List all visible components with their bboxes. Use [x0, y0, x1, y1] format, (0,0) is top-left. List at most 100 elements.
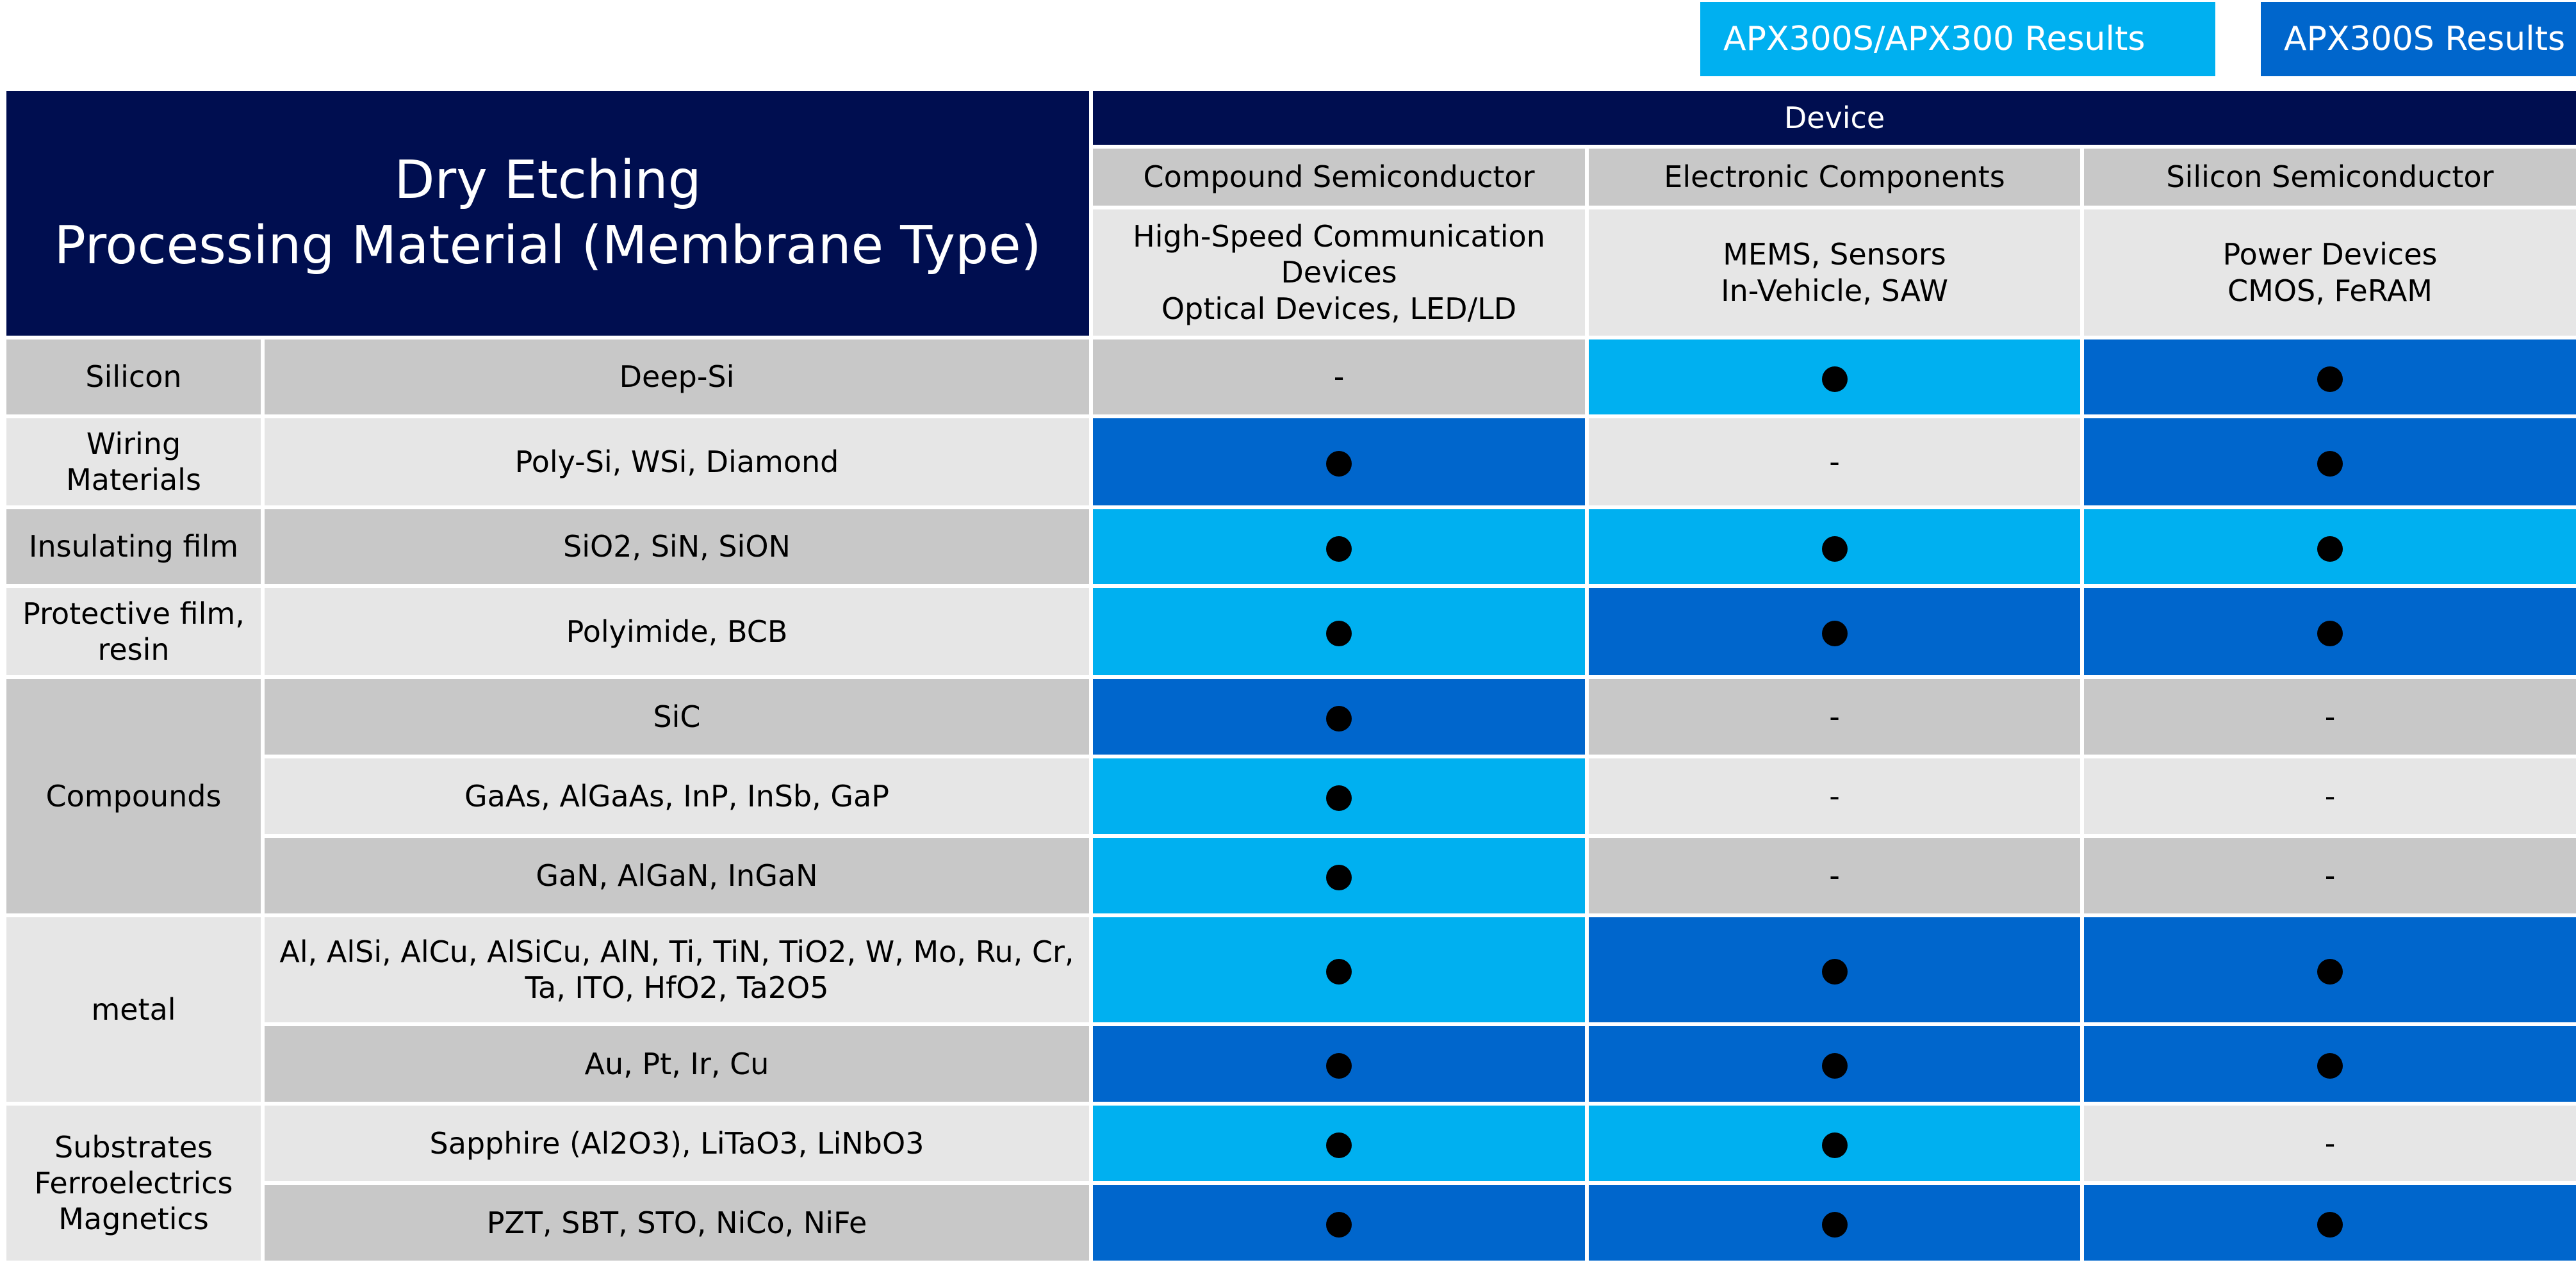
- table-row: Au, Pt, Ir, Cu: [4, 1022, 2576, 1106]
- material-al: Al, AlSi, AlCu, AlSiCu, AlN, Ti, TiN, Ti…: [261, 913, 1093, 1026]
- cell-dark-blue: [1585, 1181, 2084, 1264]
- cell-light-blue: [2080, 505, 2576, 588]
- cell-dash: -: [2080, 755, 2576, 838]
- cell-dash: -: [1585, 414, 2084, 509]
- dash-mark: -: [1333, 359, 1345, 395]
- dash-mark: -: [2324, 699, 2336, 734]
- cell-dash: -: [1585, 675, 2084, 758]
- dot-icon: [2317, 451, 2343, 477]
- dot-icon: [1326, 1132, 1352, 1159]
- material-gan: GaN, AlGaN, InGaN: [261, 834, 1093, 917]
- cell-dark-blue: [1585, 584, 2084, 679]
- dot-icon: [1326, 1212, 1352, 1238]
- processing-material-table: Dry Etching Processing Material (Membran…: [3, 87, 2576, 1264]
- dot-icon: [1821, 1212, 1848, 1238]
- table-row: Insulating film SiO2, SiN, SiON: [3, 505, 2576, 588]
- group-compounds: Compounds: [3, 675, 265, 917]
- dash-mark: -: [1829, 858, 1840, 893]
- dash-mark: -: [2324, 1125, 2336, 1161]
- cell-dark-blue: [1089, 675, 1589, 758]
- material-deep-si: Deep-Si: [261, 336, 1093, 418]
- group-substrates: Substrates Ferroelectrics Magnetics: [3, 1102, 265, 1264]
- category-silicon-semiconductor: Silicon Semiconductor: [2080, 145, 2576, 209]
- dash-mark: -: [2324, 858, 2336, 893]
- cell-dark-blue: [2080, 913, 2576, 1026]
- device-header: Device: [1089, 87, 2576, 149]
- cell-dark-blue: [1585, 1022, 2084, 1106]
- material-gaas: GaAs, AlGaAs, InP, InSb, GaP: [261, 755, 1093, 838]
- category-compound-semiconductor: Compound Semiconductor: [1089, 145, 1589, 209]
- cell-dark-blue: [2080, 1022, 2576, 1106]
- group-protective: Protective film, resin: [3, 584, 265, 679]
- table-row: Wiring Materials Poly-Si, WSi, Diamond -: [3, 414, 2576, 509]
- cell-light-blue: [1089, 834, 1589, 917]
- dot-icon: [2317, 366, 2343, 392]
- dot-icon: [1821, 1132, 1848, 1159]
- legend-apx300s: APX300S Results: [2261, 2, 2576, 76]
- material-au: Au, Pt, Ir, Cu: [261, 1022, 1093, 1106]
- dot-icon: [1326, 785, 1352, 812]
- cell-dash: -: [2080, 675, 2576, 758]
- dot-icon: [1821, 535, 1848, 562]
- table-row: GaAs, AlGaAs, InP, InSb, GaP - -: [4, 755, 2576, 838]
- category-electronic-components: Electronic Components: [1585, 145, 2084, 209]
- dot-icon: [1326, 621, 1352, 647]
- dot-icon: [1326, 959, 1352, 985]
- dash-mark: -: [1829, 699, 1840, 734]
- legend-dark-label: APX300S Results: [2284, 20, 2566, 58]
- table-row: GaN, AlGaN, InGaN - -: [4, 834, 2576, 917]
- legend-apx300s-apx300: APX300S/APX300 Results: [1700, 2, 2215, 76]
- group-silicon: Silicon: [3, 336, 265, 418]
- table-row: metal Al, AlSi, AlCu, AlSiCu, AlN, Ti, T…: [3, 913, 2576, 1106]
- category-desc-electronic: MEMS, Sensors In-Vehicle, SAW: [1585, 206, 2084, 339]
- dash-mark: -: [1829, 778, 1840, 813]
- legend-light-label: APX300S/APX300 Results: [1723, 20, 2145, 58]
- group-insulating: Insulating film: [3, 505, 265, 588]
- cell-light-blue: [1585, 505, 2084, 588]
- dot-icon: [1326, 706, 1352, 732]
- material-sapphire: Sapphire (Al2O3), LiTaO3, LiNbO3: [261, 1102, 1093, 1185]
- table-row: Protective film, resin Polyimide, BCB: [3, 584, 2576, 679]
- cell-dark-blue: [1089, 414, 1589, 509]
- category-desc-silicon: Power Devices CMOS, FeRAM: [2080, 206, 2576, 339]
- dot-icon: [1326, 535, 1352, 562]
- cell-dash: -: [2080, 1102, 2576, 1185]
- cell-dash: -: [1585, 834, 2084, 917]
- dash-mark: -: [2324, 778, 2336, 813]
- cell-dark-blue: [1089, 1181, 1589, 1264]
- dot-icon: [2317, 535, 2343, 562]
- dot-icon: [2317, 1053, 2343, 1079]
- category-desc-compound: High-Speed Communication Devices Optical…: [1089, 206, 1589, 339]
- table-row: Substrates Ferroelectrics Magnetics Sapp…: [3, 1102, 2576, 1264]
- cell-light-blue: [1089, 913, 1589, 1026]
- dot-icon: [2317, 959, 2343, 985]
- cell-dark-blue: [2080, 584, 2576, 679]
- dot-icon: [2317, 621, 2343, 647]
- cell-light-blue: [1585, 336, 2084, 418]
- material-pzt: PZT, SBT, STO, NiCo, NiFe: [261, 1181, 1093, 1264]
- group-metal: metal: [3, 913, 265, 1106]
- material-polyimide: Polyimide, BCB: [261, 584, 1093, 679]
- dot-icon: [1821, 1053, 1848, 1079]
- dot-icon: [1326, 1053, 1352, 1079]
- cell-light-blue: [1089, 1102, 1589, 1185]
- table-row: Silicon Deep-Si -: [3, 336, 2576, 418]
- dash-mark: -: [1829, 444, 1840, 479]
- dot-icon: [1821, 366, 1848, 392]
- dot-icon: [2317, 1212, 2343, 1238]
- cell-light-blue: [1089, 505, 1589, 588]
- table-row: PZT, SBT, STO, NiCo, NiFe: [4, 1181, 2576, 1264]
- material-sic: SiC: [261, 675, 1093, 758]
- dot-icon: [1821, 621, 1848, 647]
- dot-icon: [1821, 959, 1848, 985]
- group-wiring: Wiring Materials: [3, 414, 265, 509]
- cell-light-blue: [1089, 755, 1589, 838]
- cell-dash: -: [2080, 834, 2576, 917]
- cell-dark-blue: [2080, 414, 2576, 509]
- dot-icon: [1326, 451, 1352, 477]
- material-sio2: SiO2, SiN, SiON: [261, 505, 1093, 588]
- cell-light-blue: [1585, 1102, 2084, 1185]
- dot-icon: [1326, 865, 1352, 891]
- table-title: Dry Etching Processing Material (Membran…: [3, 87, 1093, 339]
- cell-dark-blue: [1089, 1022, 1589, 1106]
